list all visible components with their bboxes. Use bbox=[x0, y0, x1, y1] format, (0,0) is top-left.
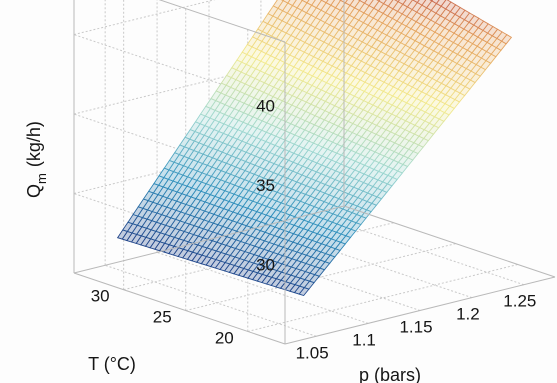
surface-cell bbox=[325, 0, 335, 6]
x-tick-label: 1.05 bbox=[296, 343, 329, 362]
z-axis-label: Qm (kg/h) bbox=[24, 121, 49, 198]
z-tick-label: 40 bbox=[256, 97, 275, 116]
svg-text:Qm(kg/h): Qm (kg/h) bbox=[24, 121, 49, 198]
grid-line bbox=[104, 264, 317, 337]
z-tick-label: 30 bbox=[256, 256, 275, 275]
surface-cell bbox=[357, 0, 361, 2]
x-tick-label: 1.2 bbox=[456, 305, 480, 324]
tick-labels: 30 35 40 20 25 30 1.05 1.1 1.15 1.2 1.25 bbox=[91, 97, 537, 363]
axes bbox=[73, 0, 556, 345]
x-tick-label: 1.1 bbox=[352, 330, 376, 349]
axis-edge bbox=[73, 205, 345, 274]
surface-cell bbox=[306, 0, 316, 6]
surface-cell bbox=[394, 0, 400, 3]
x-axis-label: p (bars) bbox=[359, 365, 421, 383]
z-axis-label-main: Q bbox=[24, 184, 44, 198]
surface-cell bbox=[412, 0, 420, 4]
surface-cell bbox=[416, 0, 427, 6]
surface-cell bbox=[368, 0, 380, 9]
axis-edge bbox=[343, 205, 556, 278]
surface-cell bbox=[429, 0, 433, 2]
surface-cell bbox=[387, 0, 399, 10]
axis-edge bbox=[284, 276, 556, 345]
surface-cell bbox=[344, 0, 355, 6]
surface-cell bbox=[359, 0, 368, 4]
surface-cell bbox=[382, 0, 394, 7]
surface-cell bbox=[397, 0, 407, 5]
y-tick-label: 30 bbox=[91, 287, 110, 306]
surface-mesh bbox=[116, 0, 513, 297]
surface-cell bbox=[378, 0, 387, 5]
y-tick-label: 20 bbox=[215, 328, 234, 347]
x-tick-label: 1.25 bbox=[503, 292, 536, 311]
surface-cell bbox=[320, 0, 329, 4]
surface-cell bbox=[287, 0, 297, 7]
surface-cell bbox=[282, 0, 291, 4]
z-tick-label: 35 bbox=[256, 176, 275, 195]
surface-cell bbox=[406, 0, 418, 11]
surface-cell bbox=[281, 0, 285, 2]
y-tick-label: 25 bbox=[153, 308, 172, 327]
surface-cell bbox=[435, 0, 447, 7]
surface-cell bbox=[301, 0, 310, 4]
grid-line bbox=[156, 251, 369, 324]
axis-edge bbox=[73, 272, 286, 345]
x-tick-label: 1.15 bbox=[399, 318, 432, 337]
surface-cell bbox=[376, 0, 381, 2]
surface-cell bbox=[440, 0, 452, 10]
z-axis-label-unit: (kg/h) bbox=[24, 121, 44, 167]
surface-cell bbox=[431, 0, 440, 5]
surface-cell bbox=[363, 0, 374, 7]
surface-cell bbox=[272, 0, 284, 9]
axis-edge bbox=[158, 0, 286, 43]
z-axis-label-sub: m bbox=[34, 173, 49, 184]
y-axis-label: T (°C) bbox=[88, 354, 136, 374]
